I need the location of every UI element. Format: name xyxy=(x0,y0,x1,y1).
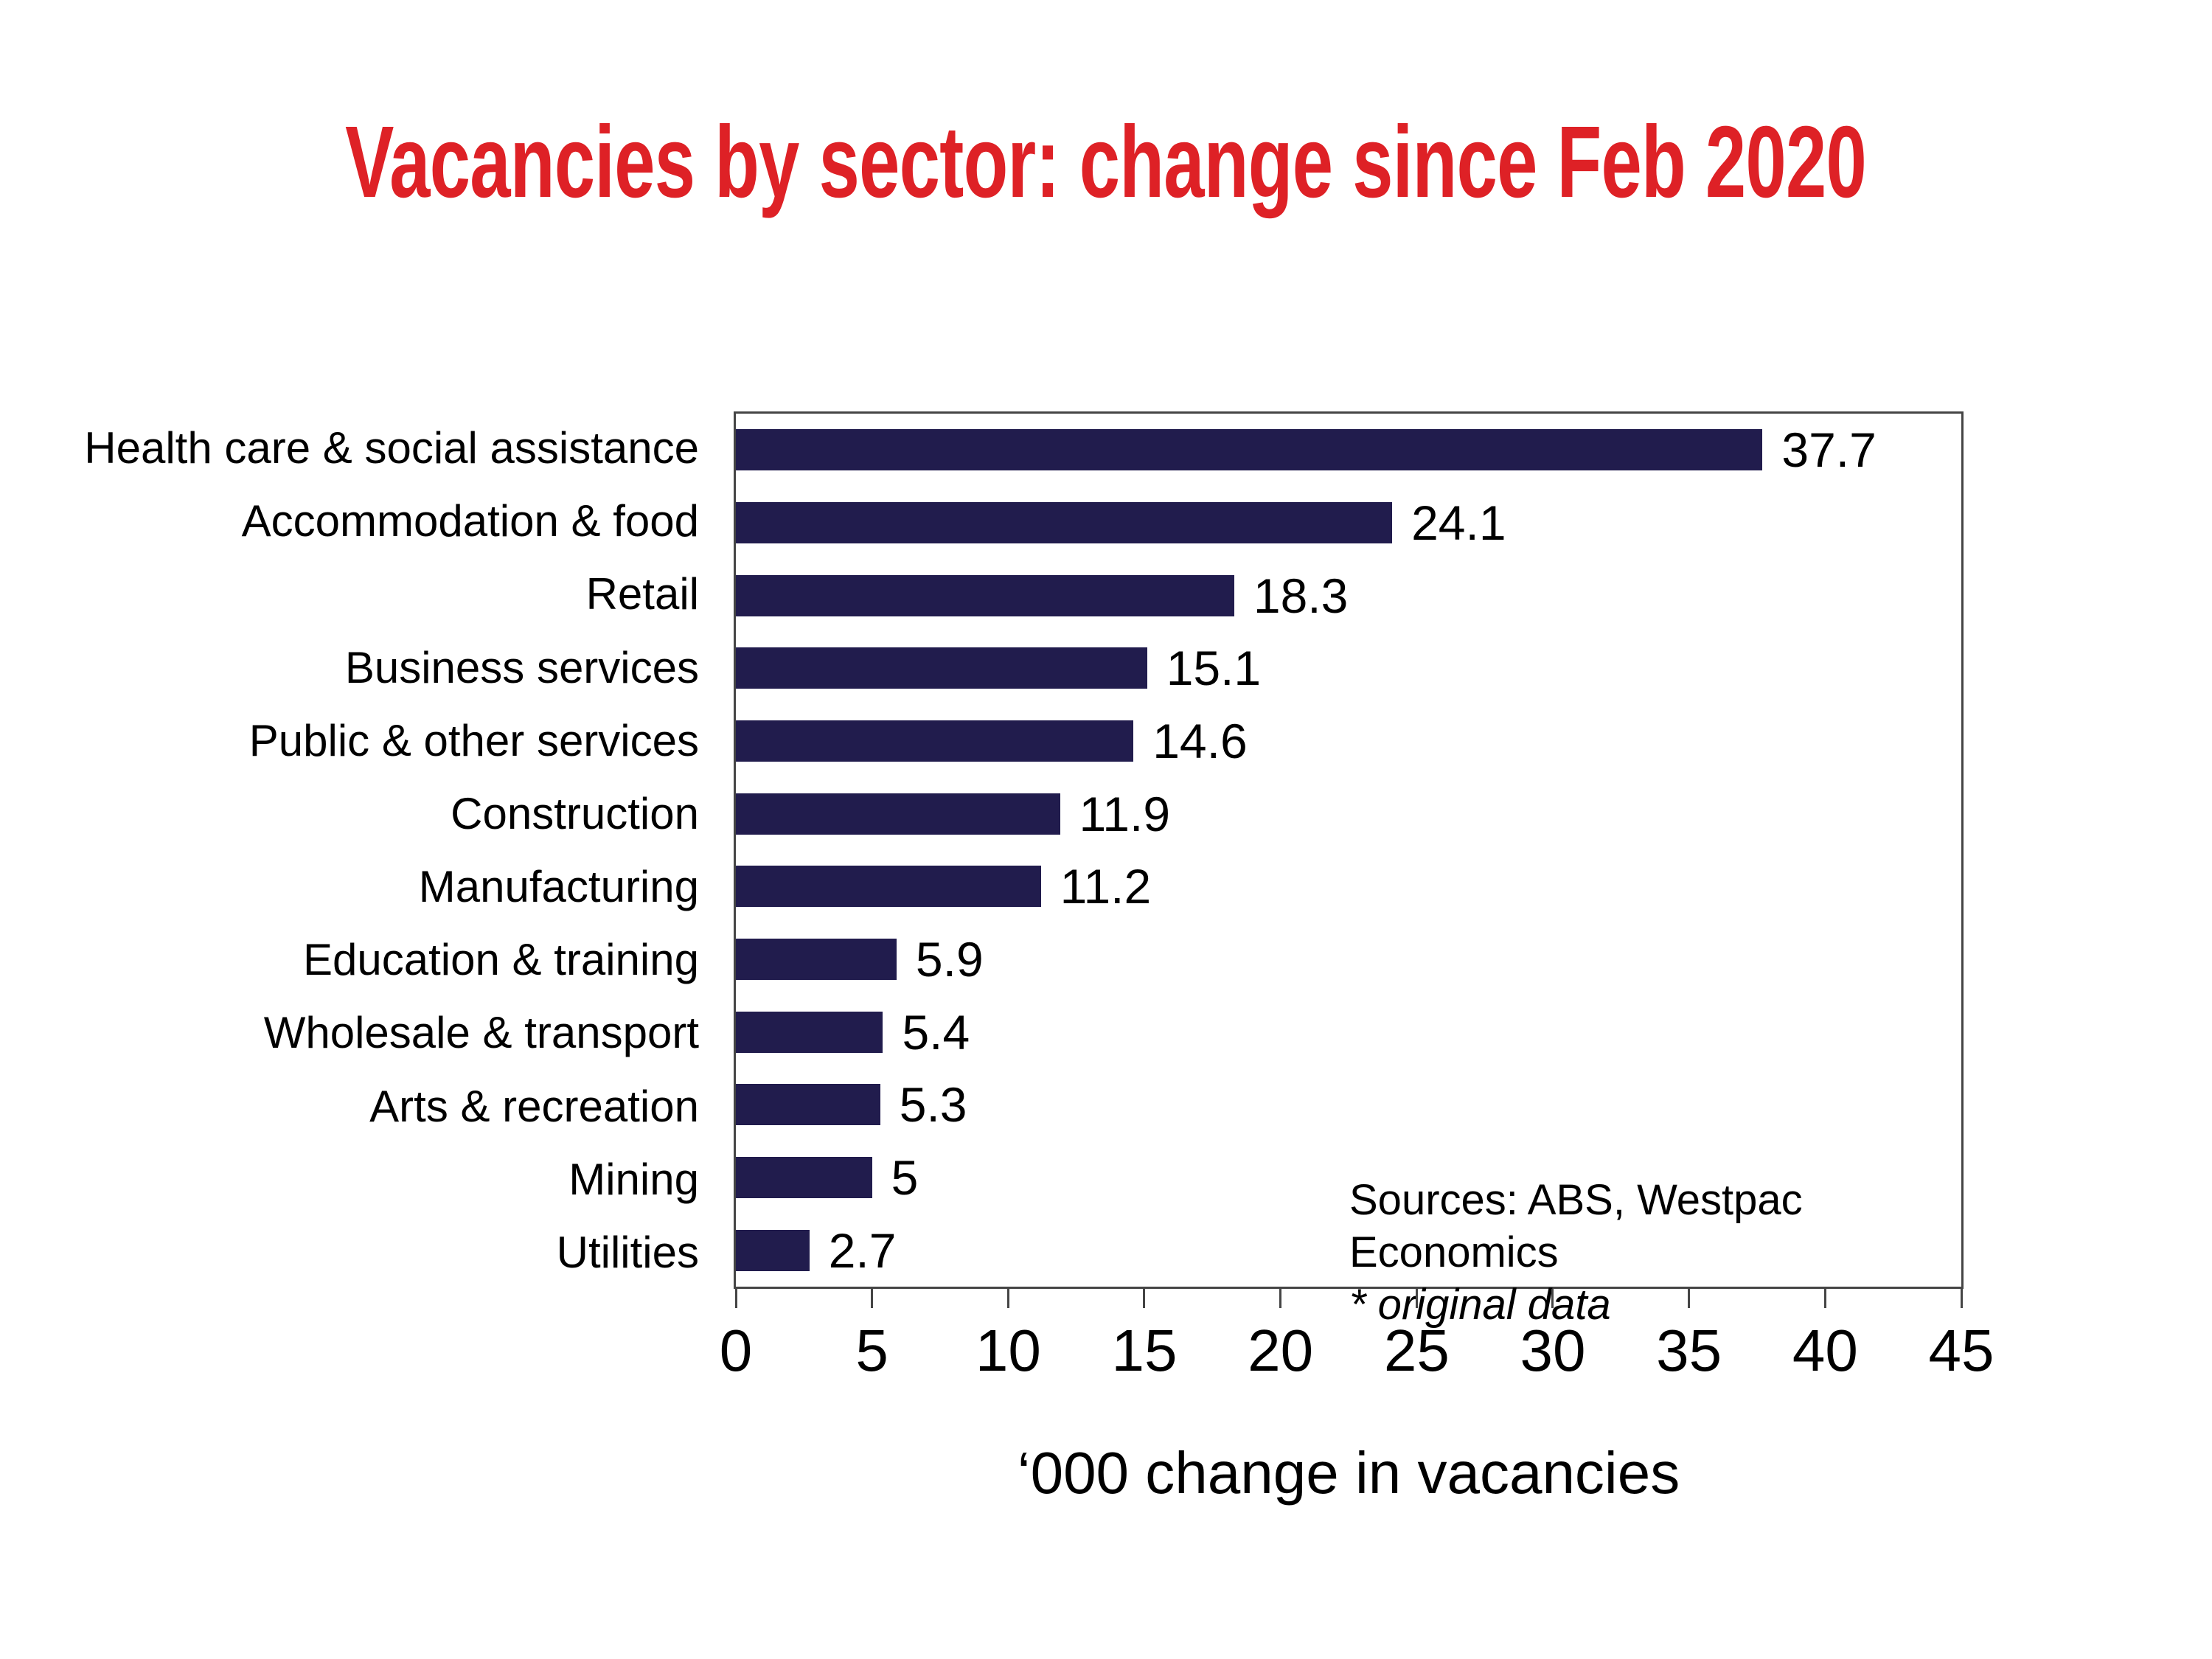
chart-title-text: Vacancies by sector: change since Feb 20… xyxy=(345,105,1868,219)
bar-value-label: 24.1 xyxy=(1411,495,1506,550)
bar-row: 5 xyxy=(736,1141,1961,1214)
x-axis-tick xyxy=(1143,1289,1146,1308)
plot-area: Sources: ABS, Westpac Economics * origin… xyxy=(734,411,1964,1329)
category-label: Business services xyxy=(344,642,699,692)
category-label: Wholesale & transport xyxy=(263,1008,699,1058)
x-axis-tick xyxy=(1415,1289,1418,1308)
category-label: Health care & social assistance xyxy=(84,423,699,473)
x-axis-tick-label: 45 xyxy=(1928,1318,1994,1383)
x-axis-tick-label: 30 xyxy=(1520,1318,1586,1383)
bar xyxy=(736,429,1763,471)
bar-value-label: 18.3 xyxy=(1253,568,1349,623)
bar xyxy=(736,1084,880,1126)
bar xyxy=(736,1229,810,1271)
category-labels: Health care & social assistance Accommoda… xyxy=(0,411,699,1289)
bar-row: 14.6 xyxy=(736,705,1961,778)
bar-value-label: 11.9 xyxy=(1079,786,1171,841)
bar xyxy=(736,574,1234,616)
category-label: Education & training xyxy=(302,935,699,985)
x-axis-tick xyxy=(734,1289,737,1308)
x-axis-tick-label: 35 xyxy=(1656,1318,1722,1383)
x-axis-tick-label: 10 xyxy=(975,1318,1041,1383)
footnote-text: * original data xyxy=(1349,1280,1611,1329)
x-axis-tick xyxy=(871,1289,874,1308)
bar-value-label: 5.4 xyxy=(902,1004,970,1060)
category-label: Utilities xyxy=(556,1227,699,1277)
bar-row: 11.2 xyxy=(736,850,1961,923)
bar-row: 15.1 xyxy=(736,632,1961,705)
bar xyxy=(736,502,1393,543)
bar-row: 5.3 xyxy=(736,1068,1961,1141)
bar-row: 24.1 xyxy=(736,487,1961,560)
category-label: Public & other services xyxy=(248,715,699,765)
x-axis-tick-label: 40 xyxy=(1792,1318,1858,1383)
x-axis-tick-label: 20 xyxy=(1248,1318,1314,1383)
category-label: Accommodation & food xyxy=(241,496,699,546)
bar xyxy=(736,939,897,981)
category-label: Manufacturing xyxy=(418,862,699,912)
bar-row: 5.4 xyxy=(736,995,1961,1068)
bar-value-label: 15.1 xyxy=(1166,641,1262,696)
x-axis-tick xyxy=(1551,1289,1554,1308)
bar xyxy=(736,793,1060,835)
bar-row: 18.3 xyxy=(736,559,1961,632)
x-axis-title: ‘000 change in vacancies xyxy=(1017,1440,1680,1506)
bar-value-label: 37.7 xyxy=(1781,422,1877,478)
bar-value-label: 5.3 xyxy=(899,1077,967,1133)
bar-row: 5.9 xyxy=(736,923,1961,996)
x-axis-tick xyxy=(1823,1289,1826,1308)
bar-row: 11.9 xyxy=(736,777,1961,850)
category-label: Construction xyxy=(451,788,699,838)
bar-value-label: 5.9 xyxy=(915,932,984,987)
category-label: Mining xyxy=(568,1154,699,1204)
bar-value-label: 2.7 xyxy=(828,1222,897,1278)
bar-value-label: 11.2 xyxy=(1060,859,1152,914)
category-label: Arts & recreation xyxy=(369,1081,699,1131)
x-axis-tick-label: 25 xyxy=(1383,1318,1450,1383)
x-axis: 0 5 10 15 20 25 30 35 40 45 xyxy=(720,1289,1994,1407)
bar xyxy=(736,866,1041,908)
bar-value-label: 14.6 xyxy=(1152,714,1248,769)
bar-value-label: 5 xyxy=(891,1150,919,1206)
bar xyxy=(736,1157,872,1199)
x-axis-tick xyxy=(1960,1289,1963,1308)
category-label: Retail xyxy=(585,569,699,619)
x-axis-tick-label: 5 xyxy=(855,1318,888,1383)
bar xyxy=(736,720,1134,762)
bar xyxy=(736,647,1147,689)
x-axis-tick xyxy=(1006,1289,1009,1308)
bar-row: 37.7 xyxy=(736,414,1961,487)
chart-title: Vacancies by sector: change since Feb 20… xyxy=(0,109,2212,216)
sources-text: Sources: ABS, Westpac Economics xyxy=(1349,1176,1803,1276)
bar-row: 2.7 xyxy=(736,1214,1961,1287)
bar xyxy=(736,1011,883,1053)
x-axis-tick-label: 0 xyxy=(719,1318,753,1383)
sources-note: Sources: ABS, Westpac Economics * origin… xyxy=(1349,1175,1961,1331)
x-axis-tick-label: 15 xyxy=(1111,1318,1178,1383)
x-axis-tick xyxy=(1279,1289,1282,1308)
x-axis-tick xyxy=(1688,1289,1691,1308)
